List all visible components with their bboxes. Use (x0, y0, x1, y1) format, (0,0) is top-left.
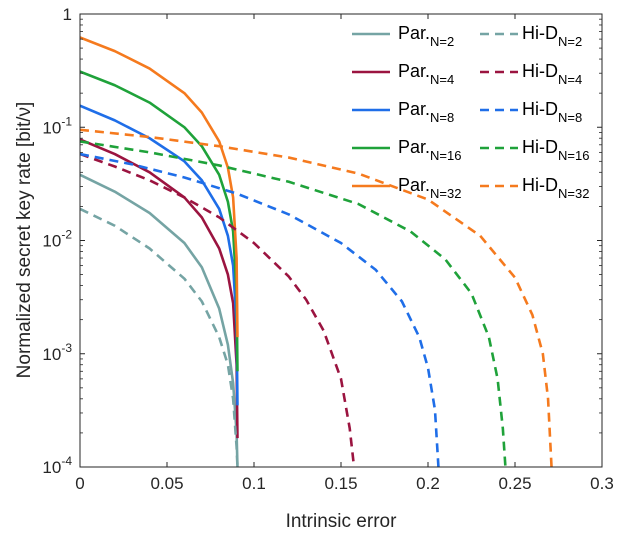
legend-subscript: N=4 (430, 72, 454, 87)
legend-subscript: N=2 (430, 34, 454, 49)
legend-name: Hi-D (522, 137, 558, 157)
legend-label: Par.N=32 (398, 175, 461, 201)
legend-label: Hi-DN=32 (522, 175, 589, 201)
ticks-layer: 0 0.05 0.1 0.15 0.2 0.25 0.310-410-310-210-11 (42, 5, 613, 493)
y-tick-base: 10 (42, 458, 61, 477)
plot-area (80, 14, 602, 467)
legend-label: Hi-DN=16 (522, 137, 589, 163)
y-tick-label: 10-3 (42, 341, 72, 364)
y-tick-base: 10 (42, 232, 61, 251)
legend-subscript: N=4 (558, 72, 582, 87)
x-tick-label: 0.2 (416, 474, 440, 493)
legend-subscript: N=16 (558, 148, 589, 163)
legend-name: Hi-D (522, 23, 558, 43)
legend-subscript: N=16 (430, 148, 461, 163)
y-tick-exponent: -4 (61, 454, 72, 468)
y-tick-label: 10-2 (42, 228, 72, 251)
legend-name: Par. (398, 175, 430, 195)
x-tick-label: 0.25 (498, 474, 531, 493)
series-line-par-n8 (80, 104, 239, 406)
y-tick-label: 10-4 (42, 454, 72, 477)
legend-subscript: N=8 (430, 110, 454, 125)
y-tick-label: 10-1 (42, 114, 72, 137)
legend-name: Hi-D (522, 175, 558, 195)
legend: Par.N=2Par.N=4Par.N=8Par.N=16Par.N=32Hi-… (352, 23, 589, 201)
x-tick-label: 0.3 (590, 474, 614, 493)
x-tick-label: 0.15 (324, 474, 357, 493)
series-layer (80, 36, 553, 467)
legend-subscript: N=32 (558, 186, 589, 201)
legend-label: Hi-DN=4 (522, 61, 582, 87)
plot-frame (79, 13, 603, 468)
x-tick-label: 0.1 (242, 474, 266, 493)
x-tick-label: 0.05 (150, 474, 183, 493)
y-tick-base: 10 (42, 118, 61, 137)
y-tick-base: 1 (63, 5, 72, 24)
series-line-par-n16 (80, 70, 239, 372)
legend-name: Par. (398, 61, 430, 81)
legend-subscript: N=32 (430, 186, 461, 201)
legend-name: Par. (398, 99, 430, 119)
legend-label: Par.N=16 (398, 137, 461, 163)
y-tick-exponent: -3 (61, 341, 72, 355)
legend-label: Par.N=8 (398, 99, 454, 125)
series-line-par-n2 (80, 173, 239, 467)
legend-subscript: N=2 (558, 34, 582, 49)
legend-label: Hi-DN=8 (522, 99, 582, 125)
legend-label: Par.N=2 (398, 23, 454, 49)
series-line-hid-n8 (80, 152, 440, 467)
y-tick-exponent: -1 (61, 114, 72, 128)
legend-name: Par. (398, 23, 430, 43)
y-tick-exponent: -2 (61, 228, 72, 242)
legend-name: Hi-D (522, 99, 558, 119)
series-line-hid-n16 (80, 140, 507, 467)
legend-subscript: N=8 (558, 110, 582, 125)
legend-name: Hi-D (522, 61, 558, 81)
y-axis-title: Normalized secret key rate [bit/ν] (14, 102, 35, 379)
legend-name: Par. (398, 137, 430, 157)
x-tick-label: 0 (75, 474, 84, 493)
series-line-hid-n32 (80, 128, 553, 467)
legend-label: Hi-DN=2 (522, 23, 582, 49)
series-line-hid-n4 (80, 152, 356, 467)
y-tick-base: 10 (42, 345, 61, 364)
y-tick-label: 1 (63, 5, 72, 24)
x-axis-title: Intrinsic error (286, 511, 398, 532)
legend-label: Par.N=4 (398, 61, 454, 87)
